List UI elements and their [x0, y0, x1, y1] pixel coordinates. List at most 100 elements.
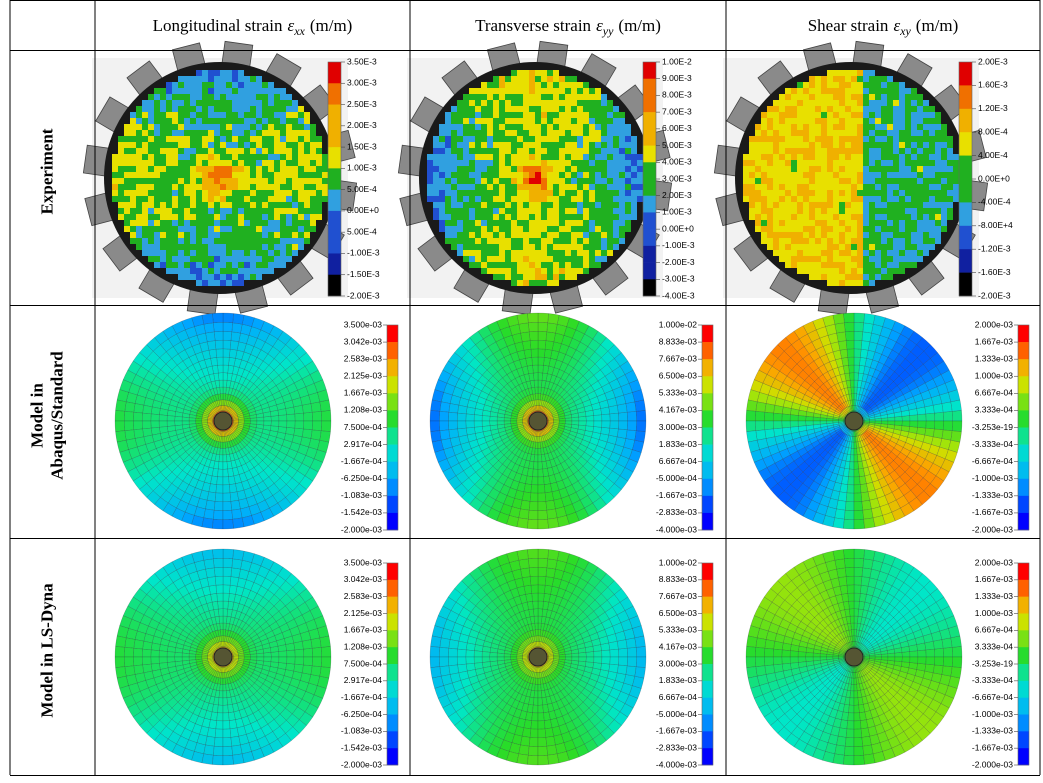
strain-pixel [571, 268, 577, 274]
strain-pixel [184, 256, 190, 262]
colorbar-label: -1.00E-3 [662, 240, 695, 250]
strain-pixel [439, 130, 445, 136]
strain-pixel [613, 184, 619, 190]
strain-pixel [148, 106, 154, 112]
strain-pixel [779, 136, 785, 142]
strain-pixel [475, 220, 481, 226]
strain-pixel [845, 130, 851, 136]
strain-pixel [595, 154, 601, 160]
strain-pixel [493, 106, 499, 112]
strain-pixel [845, 82, 851, 88]
strain-pixel [941, 142, 947, 148]
mesh-element [321, 420, 332, 432]
strain-pixel [565, 220, 571, 226]
strain-pixel [535, 250, 541, 256]
strain-pixel [226, 190, 232, 196]
strain-pixel [250, 268, 256, 274]
strain-pixel [785, 226, 791, 232]
strain-pixel [523, 112, 529, 118]
strain-pixel [457, 118, 463, 124]
strain-pixel [238, 94, 244, 100]
strain-pixel [256, 160, 262, 166]
strain-pixel [571, 190, 577, 196]
strain-pixel [899, 112, 905, 118]
mesh-element [222, 393, 226, 401]
mesh-element [231, 508, 243, 520]
strain-pixel [268, 154, 274, 160]
strain-pixel [869, 238, 875, 244]
strain-pixel [809, 184, 815, 190]
strain-pixel [833, 238, 839, 244]
strain-pixel [505, 190, 511, 196]
strain-pixel [935, 208, 941, 214]
strain-pixel [827, 124, 833, 130]
strain-pixel [839, 112, 845, 118]
strain-pixel [535, 190, 541, 196]
strain-pixel [791, 166, 797, 172]
strain-pixel [589, 238, 595, 244]
strain-pixel [262, 136, 268, 142]
mesh-element [571, 420, 580, 426]
strain-pixel [833, 166, 839, 172]
strain-pixel [274, 256, 280, 262]
strain-pixel [577, 94, 583, 100]
strain-pixel [256, 268, 262, 274]
strain-pixel [595, 214, 601, 220]
strain-pixel [631, 160, 637, 166]
strain-pixel [505, 154, 511, 160]
strain-pixel [899, 268, 905, 274]
strain-pixel [499, 76, 505, 82]
strain-pixel [481, 238, 487, 244]
strain-pixel [310, 136, 316, 142]
strain-pixel [863, 172, 869, 178]
strain-pixel [184, 178, 190, 184]
strain-pixel [845, 136, 851, 142]
strain-pixel [863, 166, 869, 172]
strain-pixel [523, 172, 529, 178]
strain-pixel [779, 154, 785, 160]
strain-pixel [238, 166, 244, 172]
strain-pixel [433, 214, 439, 220]
strain-pixel [505, 274, 511, 280]
strain-pixel [451, 118, 457, 124]
mesh-element [222, 364, 229, 374]
strain-pixel [286, 142, 292, 148]
mesh-element [218, 461, 224, 470]
mesh-element [303, 412, 313, 422]
strain-pixel [899, 88, 905, 94]
strain-pixel [274, 94, 280, 100]
strain-pixel [565, 238, 571, 244]
strain-pixel [202, 232, 208, 238]
strain-pixel [244, 214, 250, 220]
strain-pixel [148, 208, 154, 214]
strain-pixel [589, 178, 595, 184]
strain-pixel [577, 250, 583, 256]
strain-pixel [845, 208, 851, 214]
strain-pixel [535, 232, 541, 238]
strain-pixel [244, 190, 250, 196]
strain-pixel [613, 160, 619, 166]
strain-pixel [475, 154, 481, 160]
strain-pixel [803, 160, 809, 166]
strain-pixel [899, 166, 905, 172]
strain-pixel [475, 136, 481, 142]
strain-pixel [202, 136, 208, 142]
strain-pixel [118, 148, 124, 154]
strain-pixel [244, 94, 250, 100]
strain-pixel [571, 220, 577, 226]
strain-pixel [547, 262, 553, 268]
strain-pixel [917, 172, 923, 178]
colorbar-label: -4.00E-3 [662, 290, 695, 300]
strain-pixel [785, 136, 791, 142]
strain-pixel [749, 190, 755, 196]
strain-pixel [148, 202, 154, 208]
strain-pixel [262, 82, 268, 88]
strain-pixel [553, 166, 559, 172]
strain-pixel [869, 136, 875, 142]
strain-pixel [929, 124, 935, 130]
strain-pixel [481, 256, 487, 262]
strain-pixel [559, 112, 565, 118]
strain-pixel [196, 244, 202, 250]
strain-pixel [577, 244, 583, 250]
strain-pixel [595, 148, 601, 154]
